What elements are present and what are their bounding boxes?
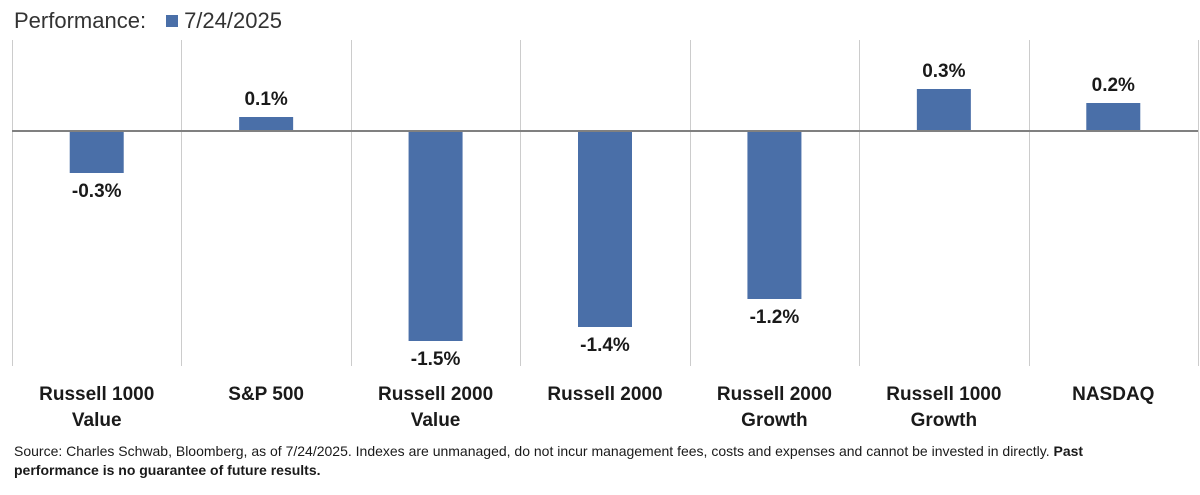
category-label: Russell 1000 <box>39 384 154 405</box>
source-footnote: Source: Charles Schwab, Bloomberg, as of… <box>14 442 1164 480</box>
category-label: Growth <box>911 410 978 431</box>
category-label: NASDAQ <box>1072 384 1154 405</box>
footnote-text: Source: Charles Schwab, Bloomberg, as of… <box>14 443 1054 459</box>
bar <box>747 131 802 299</box>
data-label: -1.4% <box>580 335 630 356</box>
category-label: Russell 1000 <box>886 384 1001 405</box>
legend-title: Performance: <box>14 8 147 33</box>
chart-legend: Performance: 7/24/2025 <box>14 4 282 38</box>
data-label: 0.1% <box>244 89 287 110</box>
data-label: -0.3% <box>72 181 122 202</box>
category-label: Value <box>72 410 122 431</box>
bar <box>239 117 294 131</box>
legend-series-label: 7/24/2025 <box>184 8 282 33</box>
bar <box>69 131 124 173</box>
data-label: 0.2% <box>1092 75 1135 96</box>
category-label: Growth <box>741 410 808 431</box>
data-label: 0.3% <box>922 61 965 82</box>
footnote-disclaimer: Past performance is no guarantee of futu… <box>14 443 1084 478</box>
data-label: -1.5% <box>411 349 461 370</box>
bar <box>408 131 463 341</box>
category-label: Russell 2000 <box>547 384 662 405</box>
category-label: Value <box>411 410 461 431</box>
bar-chart: -0.3% Russell 1000 Value 0.1% S&P 500 -1.5% Ru… <box>12 40 1199 431</box>
category-label: S&P 500 <box>228 384 304 405</box>
legend-swatch <box>166 15 179 27</box>
data-label: -1.2% <box>750 307 800 328</box>
category-label: Russell 2000 <box>378 384 493 405</box>
category-label: Russell 2000 <box>717 384 832 405</box>
bar <box>916 89 971 131</box>
bar <box>1086 103 1141 131</box>
bar <box>578 131 632 327</box>
